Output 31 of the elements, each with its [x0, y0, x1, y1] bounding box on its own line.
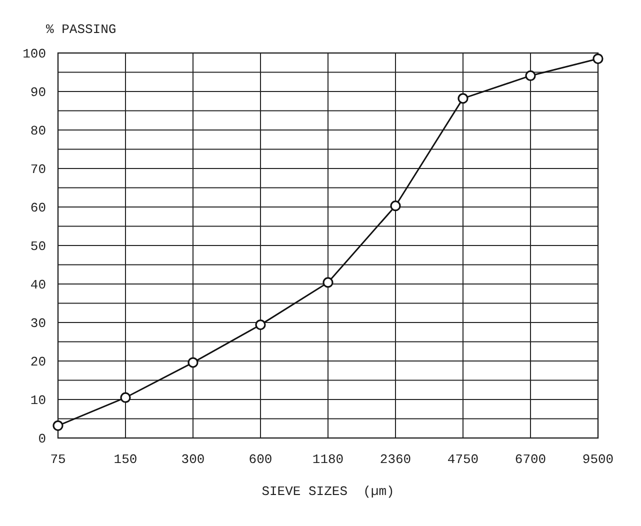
- x-tick-label: 9500: [582, 452, 614, 467]
- x-tick-label: 75: [50, 452, 66, 467]
- y-tick-label: 50: [30, 239, 46, 254]
- point: [525, 70, 536, 82]
- point: [255, 320, 266, 330]
- x-tick-label: 1180: [312, 452, 344, 467]
- point: [188, 357, 198, 368]
- x-tick-label: 150: [114, 452, 138, 467]
- point: [52, 420, 64, 431]
- x-tick-label: 300: [181, 452, 205, 467]
- y-tick-label: 70: [30, 162, 46, 178]
- point: [592, 53, 604, 64]
- point: [458, 93, 468, 104]
- x-axis-title: SIEVE SIZES (µm): [262, 484, 394, 499]
- y-tick-label: 30: [30, 316, 46, 332]
- point: [322, 277, 334, 288]
- y-tick-label: 0: [38, 432, 46, 447]
- point: [120, 392, 131, 403]
- x-tick-label: 2360: [380, 452, 412, 467]
- y-axis-title: % PASSING: [46, 22, 116, 37]
- y-tick-label: 100: [22, 46, 46, 62]
- x-tick-label: 4750: [447, 452, 479, 467]
- y-tick-label: 90: [30, 85, 46, 100]
- y-tick-label: 80: [30, 124, 46, 139]
- x-tick-label: 600: [248, 452, 272, 467]
- y-tick-label: 10: [30, 393, 46, 408]
- x-tick-label: 6700: [514, 452, 546, 467]
- y-tick-label: 20: [30, 354, 46, 370]
- y-tick-label: 60: [30, 200, 46, 216]
- y-tick-label: 40: [30, 278, 46, 293]
- point: [390, 200, 401, 212]
